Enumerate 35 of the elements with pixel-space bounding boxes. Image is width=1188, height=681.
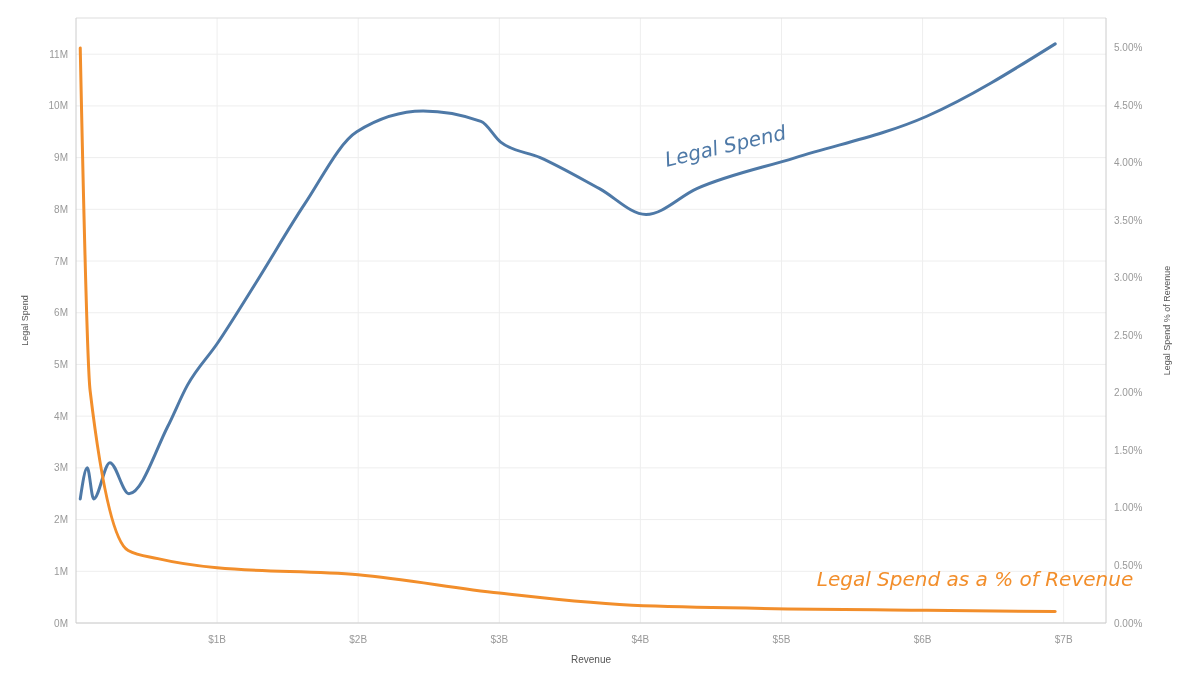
y-tick-label: 10M bbox=[48, 100, 68, 112]
x-tick-label: $5B bbox=[772, 634, 791, 645]
y2-tick-label: 0.50% bbox=[1114, 559, 1143, 571]
y2-tick-label: 1.50% bbox=[1114, 444, 1143, 456]
y2-tick-label: 2.50% bbox=[1114, 329, 1143, 341]
y-tick-label: 1M bbox=[54, 565, 68, 577]
y-axis-title: Legal Spend bbox=[20, 295, 30, 346]
y-tick-label: 11M bbox=[49, 48, 68, 60]
y2-tick-label: 3.00% bbox=[1114, 272, 1143, 284]
y2-tick-label: 4.00% bbox=[1114, 157, 1143, 169]
y-tick-label: 2M bbox=[54, 514, 68, 526]
y2-axis-title: Legal Spend % of Revenue bbox=[1162, 265, 1172, 376]
y2-tick-label: 1.00% bbox=[1114, 502, 1143, 514]
y-tick-label: 7M bbox=[54, 255, 68, 267]
y-tick-label: 5M bbox=[54, 358, 68, 370]
y2-tick-label: 3.50% bbox=[1114, 214, 1143, 226]
y-tick-label: 4M bbox=[54, 410, 68, 422]
y-tick-label: 0M bbox=[54, 617, 68, 629]
y2-tick-label: 0.00% bbox=[1114, 617, 1143, 629]
y-tick-label: 8M bbox=[54, 203, 68, 215]
x-tick-label: $3B bbox=[490, 634, 509, 645]
y-tick-label: 3M bbox=[54, 462, 68, 474]
y-tick-label: 9M bbox=[54, 152, 68, 164]
x-axis-title: Revenue bbox=[570, 654, 612, 665]
x-tick-label: $6B bbox=[913, 634, 932, 645]
x-tick-label: $2B bbox=[349, 634, 368, 645]
x-tick-label: $1B bbox=[208, 634, 227, 645]
y-tick-label: 6M bbox=[54, 307, 68, 319]
text: Legal Spend bbox=[662, 120, 789, 172]
x-tick-label: $4B bbox=[631, 634, 650, 645]
y2-tick-label: 5.00% bbox=[1114, 42, 1143, 54]
y2-tick-label: 4.50% bbox=[1114, 99, 1143, 111]
x-tick-label: $7B bbox=[1054, 634, 1073, 645]
y2-tick-label: 2.00% bbox=[1114, 387, 1143, 399]
line-series bbox=[78, 42, 1057, 501]
